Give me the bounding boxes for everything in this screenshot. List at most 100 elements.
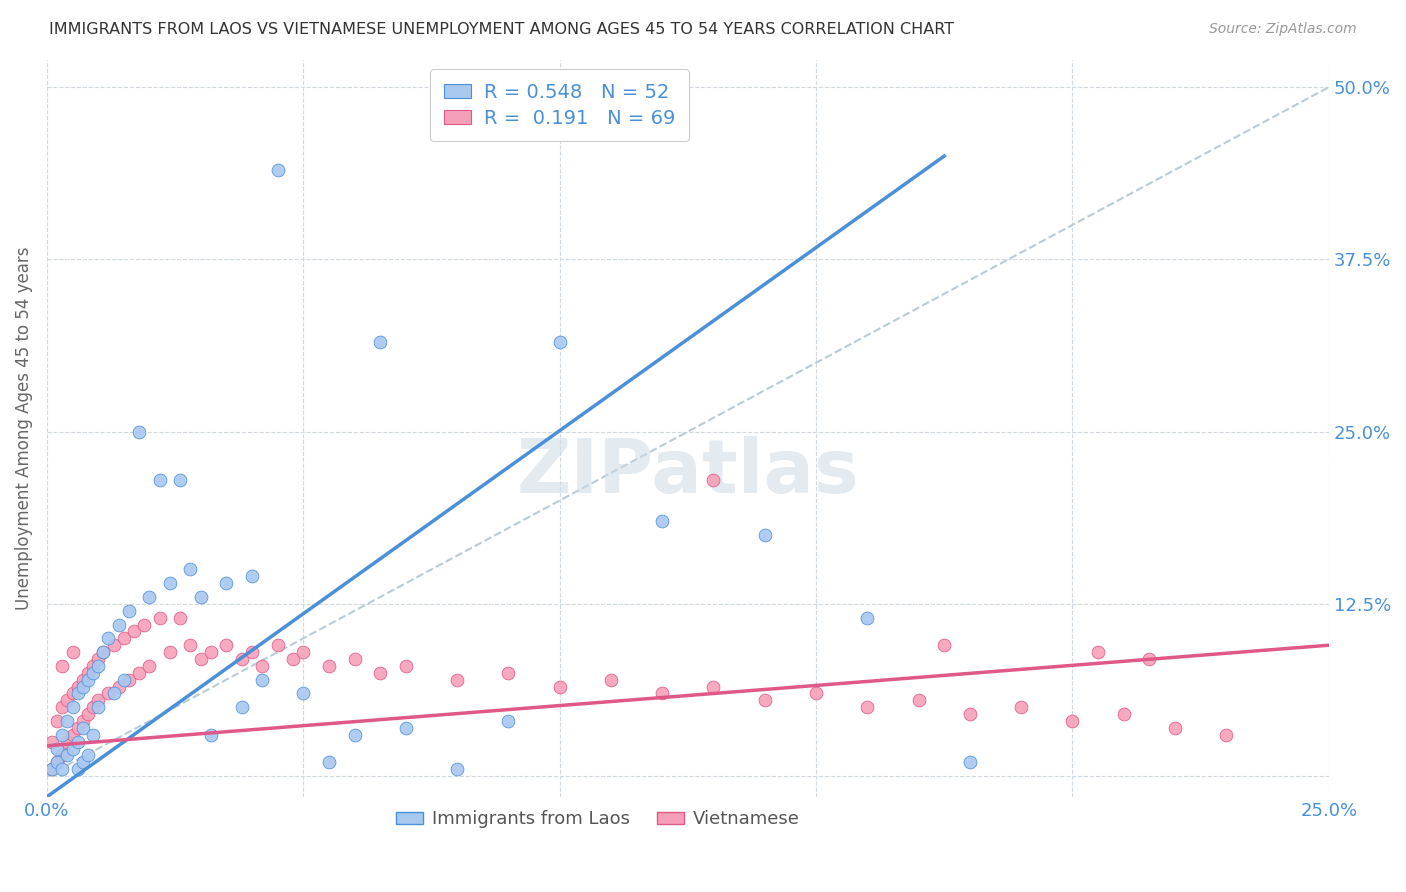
Point xyxy=(82,665,104,680)
Text: Source: ZipAtlas.com: Source: ZipAtlas.com xyxy=(1209,22,1357,37)
Point xyxy=(318,756,340,770)
Point xyxy=(368,665,391,680)
Point xyxy=(103,686,125,700)
Point xyxy=(190,590,212,604)
Point xyxy=(107,617,129,632)
Point xyxy=(72,714,94,728)
Point xyxy=(1164,721,1187,735)
Point xyxy=(1112,707,1135,722)
Point xyxy=(252,673,274,687)
Point xyxy=(200,645,222,659)
Point xyxy=(91,645,114,659)
Point xyxy=(51,762,73,776)
Point xyxy=(72,756,94,770)
Point xyxy=(702,680,724,694)
Point xyxy=(343,728,366,742)
Point xyxy=(804,686,827,700)
Point xyxy=(281,652,304,666)
Point xyxy=(159,645,181,659)
Point xyxy=(754,528,776,542)
Point xyxy=(46,756,69,770)
Point xyxy=(87,700,110,714)
Point xyxy=(56,714,79,728)
Point xyxy=(91,645,114,659)
Point xyxy=(169,610,191,624)
Point xyxy=(41,734,63,748)
Point xyxy=(959,756,981,770)
Point xyxy=(343,652,366,666)
Point xyxy=(62,741,84,756)
Point xyxy=(138,590,160,604)
Point xyxy=(77,665,100,680)
Point xyxy=(548,334,571,349)
Point xyxy=(215,576,238,591)
Point xyxy=(72,673,94,687)
Point xyxy=(82,728,104,742)
Point xyxy=(169,473,191,487)
Text: IMMIGRANTS FROM LAOS VS VIETNAMESE UNEMPLOYMENT AMONG AGES 45 TO 54 YEARS CORREL: IMMIGRANTS FROM LAOS VS VIETNAMESE UNEMP… xyxy=(49,22,955,37)
Point xyxy=(87,652,110,666)
Point xyxy=(1062,714,1084,728)
Point xyxy=(66,734,89,748)
Point xyxy=(498,714,520,728)
Point xyxy=(66,721,89,735)
Point xyxy=(112,632,135,646)
Point xyxy=(107,680,129,694)
Point xyxy=(149,473,172,487)
Point xyxy=(87,693,110,707)
Point xyxy=(128,425,150,439)
Point xyxy=(1087,645,1109,659)
Point xyxy=(51,700,73,714)
Point xyxy=(395,659,418,673)
Point xyxy=(56,734,79,748)
Point xyxy=(66,680,89,694)
Point xyxy=(56,748,79,763)
Point xyxy=(934,638,956,652)
Point xyxy=(118,673,141,687)
Text: ZIPatlas: ZIPatlas xyxy=(516,436,859,509)
Point xyxy=(62,700,84,714)
Point xyxy=(292,686,315,700)
Point xyxy=(82,700,104,714)
Point xyxy=(87,659,110,673)
Point xyxy=(292,645,315,659)
Point xyxy=(907,693,929,707)
Point xyxy=(318,659,340,673)
Point xyxy=(159,576,181,591)
Point xyxy=(252,659,274,673)
Point xyxy=(215,638,238,652)
Point xyxy=(200,728,222,742)
Point xyxy=(46,741,69,756)
Point xyxy=(702,473,724,487)
Point xyxy=(754,693,776,707)
Point xyxy=(651,686,673,700)
Point xyxy=(77,707,100,722)
Point xyxy=(97,632,120,646)
Point xyxy=(600,673,623,687)
Point xyxy=(240,569,263,583)
Point xyxy=(446,673,468,687)
Point xyxy=(62,686,84,700)
Point xyxy=(41,762,63,776)
Point xyxy=(498,665,520,680)
Point xyxy=(368,334,391,349)
Point xyxy=(62,645,84,659)
Point xyxy=(266,638,288,652)
Point xyxy=(190,652,212,666)
Point xyxy=(122,624,145,639)
Point xyxy=(134,617,156,632)
Point xyxy=(240,645,263,659)
Point xyxy=(231,700,253,714)
Point xyxy=(51,728,73,742)
Point xyxy=(548,680,571,694)
Point xyxy=(46,714,69,728)
Point xyxy=(138,659,160,673)
Point xyxy=(395,721,418,735)
Point xyxy=(1010,700,1032,714)
Point xyxy=(179,638,201,652)
Point xyxy=(72,721,94,735)
Point xyxy=(97,686,120,700)
Point xyxy=(266,162,288,177)
Point xyxy=(72,680,94,694)
Point xyxy=(231,652,253,666)
